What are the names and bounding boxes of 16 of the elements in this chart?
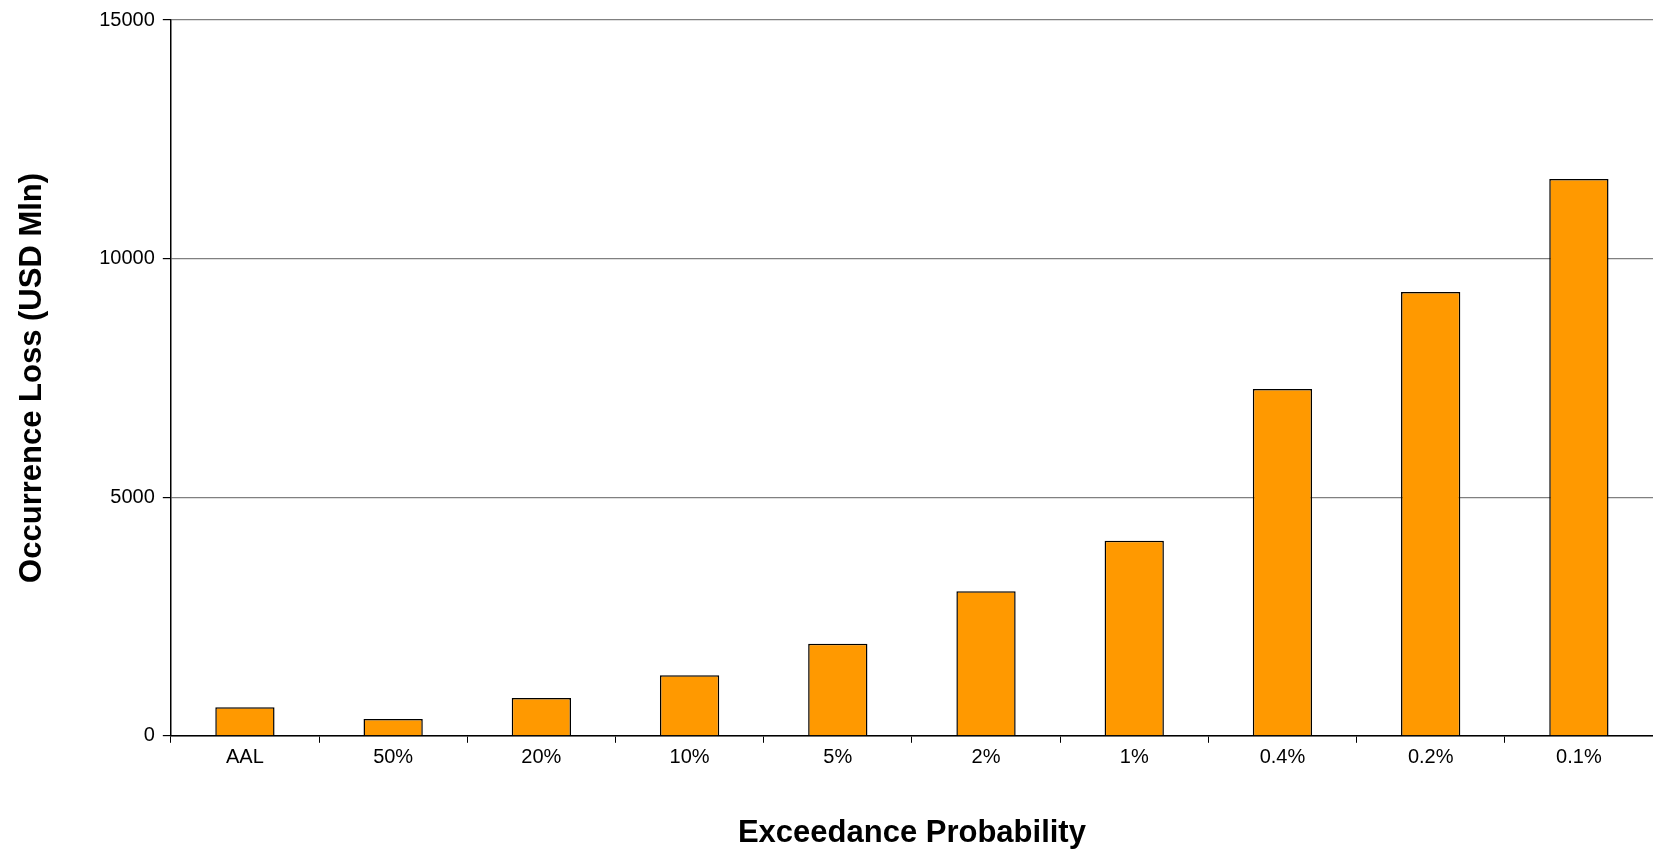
x-tick-label: AAL (226, 745, 264, 768)
x-tick-label: 5% (823, 745, 853, 768)
x-axis-title: Exceedance Probability (737, 813, 1087, 849)
y-tick-label: 0 (143, 723, 155, 746)
x-tick-label: 2% (971, 745, 1001, 768)
y-tick-label: 15000 (99, 7, 155, 30)
x-tick-label: 10% (669, 745, 710, 768)
x-tick-label: 0.2% (1407, 745, 1454, 768)
y-axis-title: Occurrence Loss (USD Mln) (13, 172, 49, 583)
y-tick-label: 5000 (110, 484, 155, 507)
y-tick-label: 10000 (99, 246, 155, 269)
x-tick-label: 20% (521, 745, 562, 768)
x-tick-label: 0.4% (1259, 745, 1306, 768)
x-tick-label: 50% (373, 745, 414, 768)
x-tick-label: 0.1% (1556, 745, 1602, 768)
x-tick-label: 1% (1119, 745, 1149, 768)
